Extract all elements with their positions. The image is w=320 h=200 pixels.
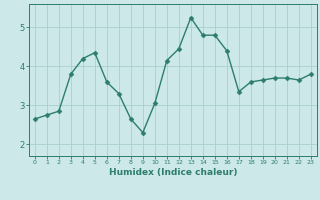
- X-axis label: Humidex (Indice chaleur): Humidex (Indice chaleur): [108, 168, 237, 177]
